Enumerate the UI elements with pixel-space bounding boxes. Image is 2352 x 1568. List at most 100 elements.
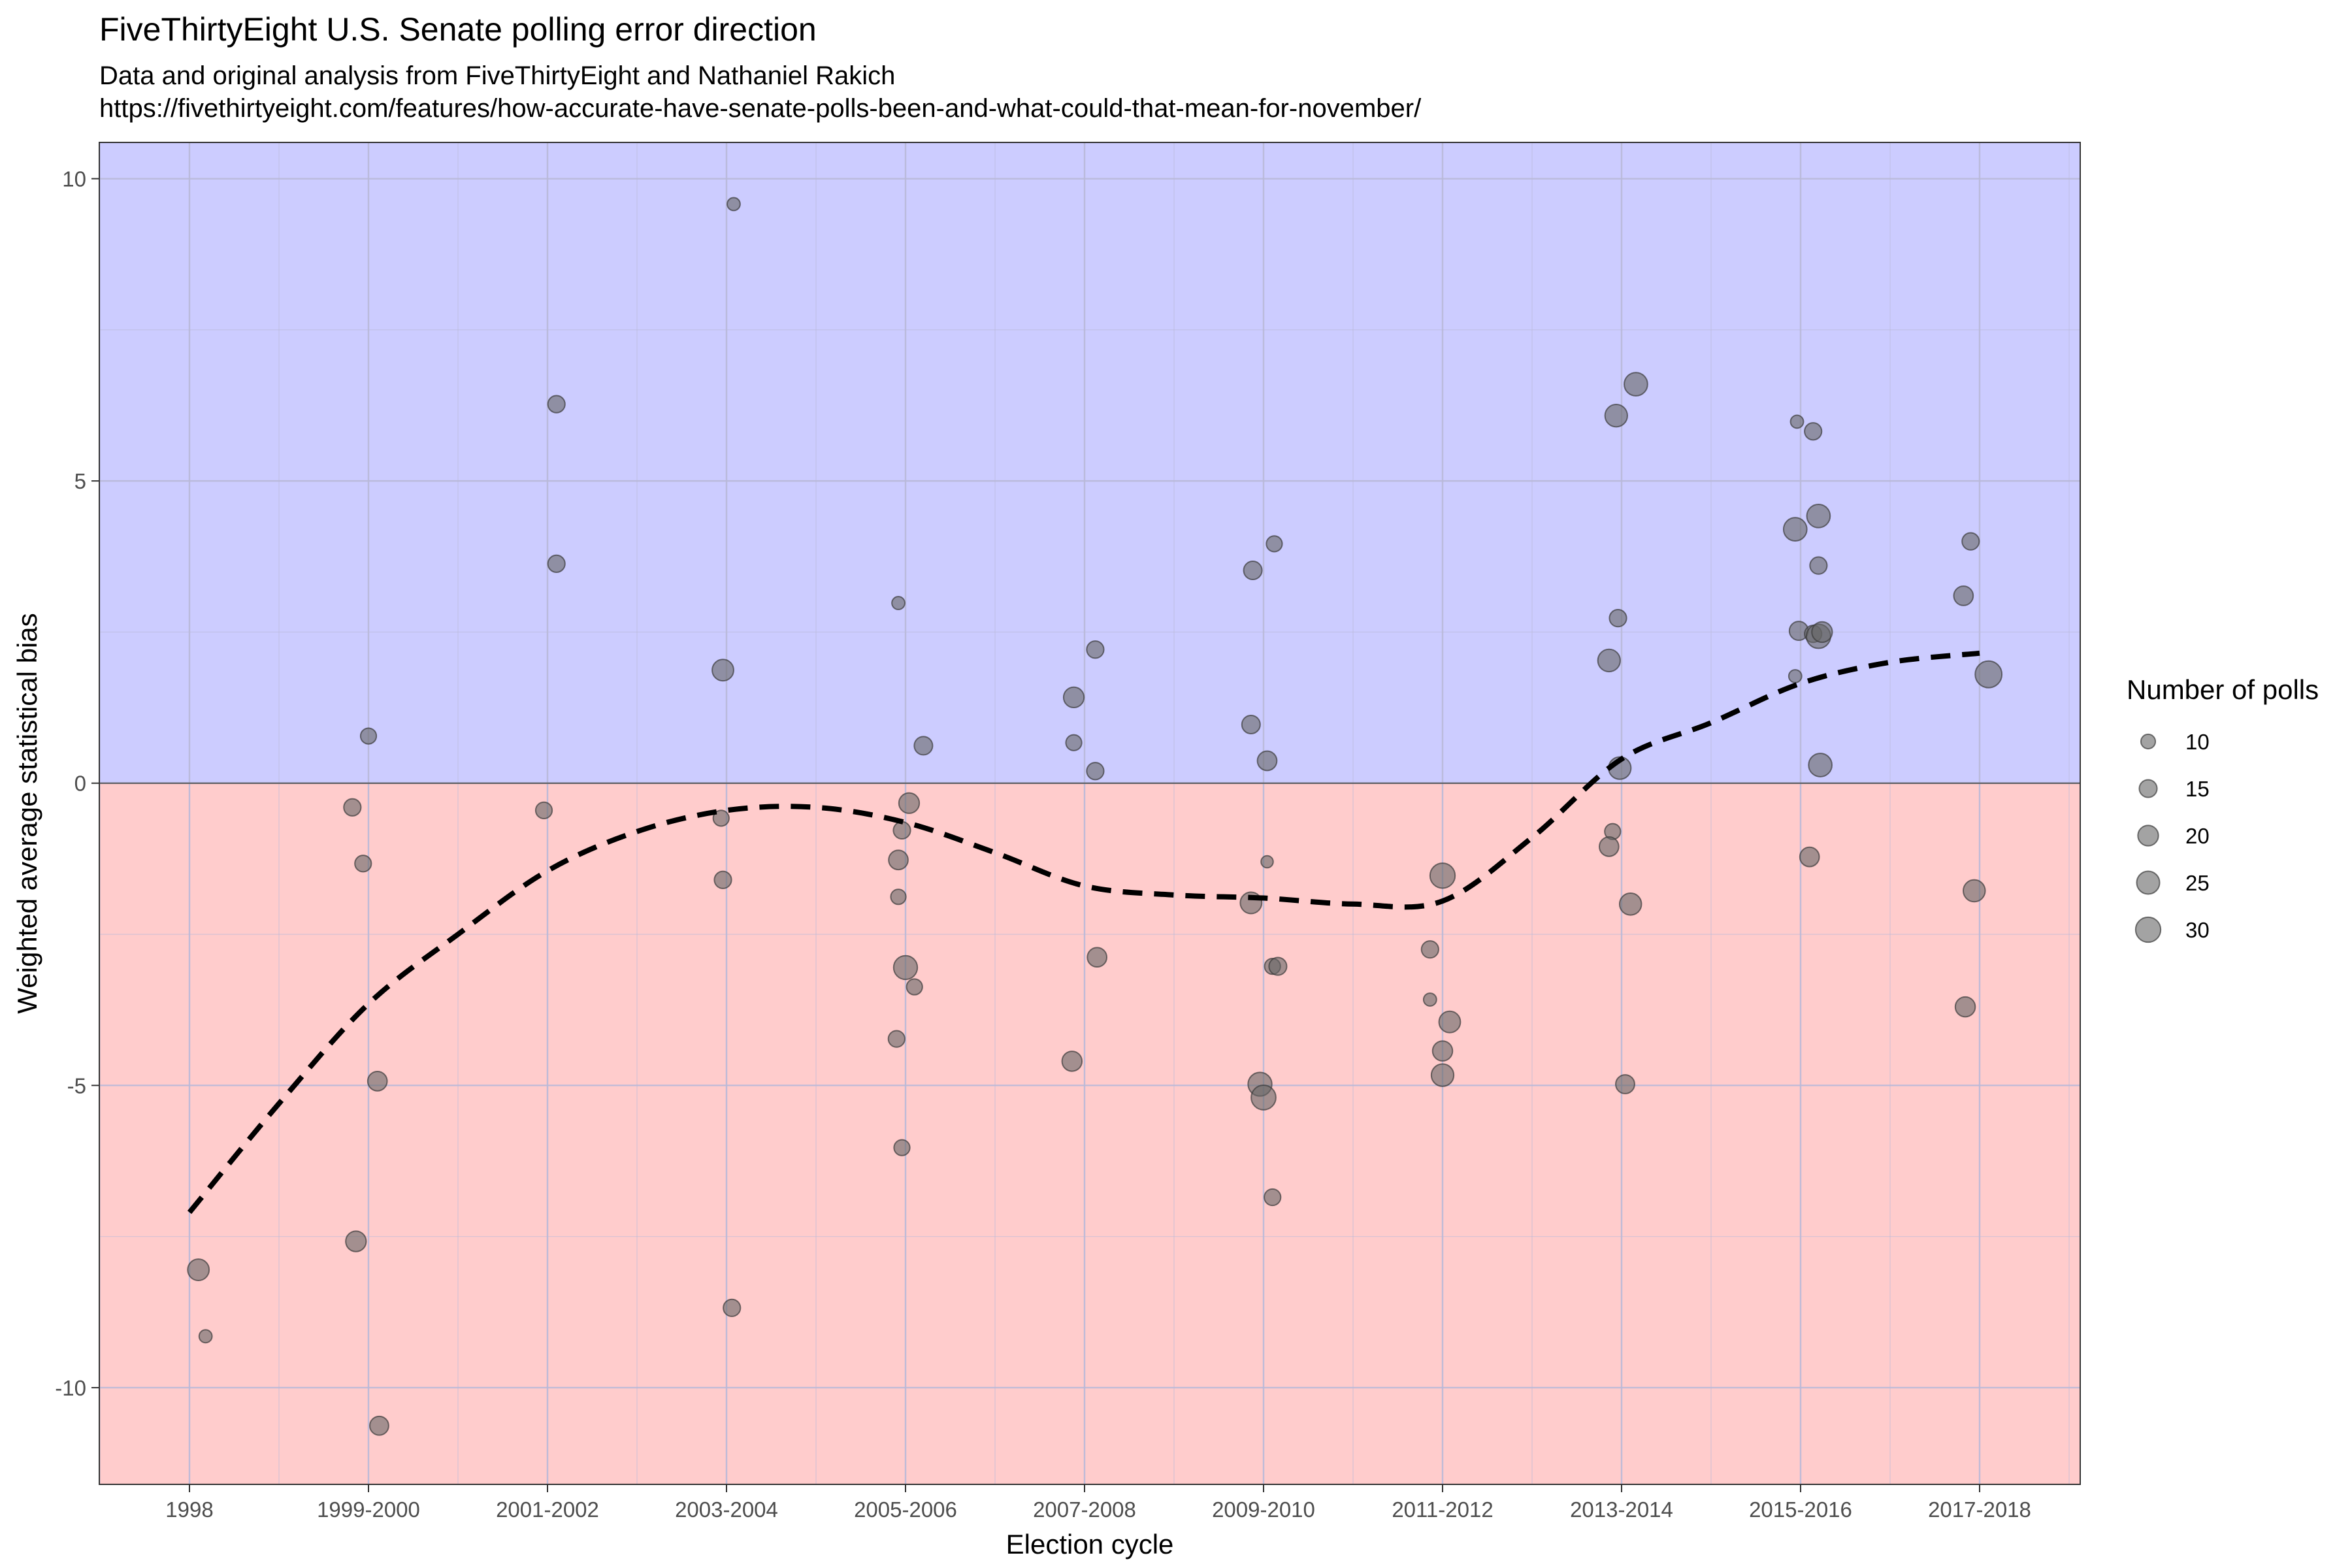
data-point	[1431, 1040, 1454, 1062]
data-point	[1954, 996, 1976, 1018]
data-point	[1799, 846, 1820, 868]
data-point	[1808, 753, 1833, 777]
negative-bias-region	[99, 783, 2080, 1484]
data-point	[1974, 660, 2003, 689]
trend-line	[187, 650, 1980, 1215]
data-point	[345, 1230, 367, 1252]
legend-key	[2137, 825, 2159, 847]
data-point	[1624, 372, 1648, 397]
data-point	[1264, 1188, 1282, 1207]
data-point	[367, 1071, 388, 1092]
data-point	[354, 855, 372, 873]
x-axis: 1998 1999-2000 2001-2002 2003-2004 2005-2006…	[165, 1484, 2031, 1522]
data-point	[198, 1329, 213, 1344]
y-tick-label: 10	[62, 167, 86, 191]
positive-bias-region	[99, 142, 2080, 783]
y-tick-label: 5	[74, 469, 86, 493]
chart-subtitle: Data and original analysis from FiveThir…	[99, 61, 896, 90]
data-point	[1086, 947, 1108, 968]
x-tick-label: 2005-2006	[854, 1497, 957, 1522]
data-point	[1809, 556, 1828, 575]
data-point	[1422, 992, 1437, 1007]
data-point	[723, 1298, 742, 1317]
data-point	[534, 801, 553, 819]
x-tick-label: 2017-2018	[1928, 1497, 2031, 1522]
y-axis-title: Weighted average statistical bias	[12, 613, 42, 1013]
data-point	[906, 978, 923, 996]
x-tick-label: 1999-2000	[317, 1497, 420, 1522]
data-point	[1609, 609, 1627, 628]
data-point	[1241, 714, 1261, 734]
data-point	[1962, 879, 1986, 903]
legend-label: 10	[2185, 730, 2210, 754]
data-point	[1804, 422, 1823, 441]
data-point	[1604, 404, 1628, 428]
data-point	[1806, 503, 1831, 529]
x-axis-title: Election cycle	[1006, 1529, 1174, 1560]
data-point	[1597, 648, 1621, 673]
data-point	[369, 1415, 389, 1436]
data-point	[893, 1139, 911, 1156]
data-point	[712, 809, 730, 827]
legend-key	[2138, 779, 2158, 798]
x-tick-label: 2001-2002	[496, 1497, 599, 1522]
data-point	[1420, 940, 1439, 959]
trend-line-path	[187, 650, 1980, 1215]
panel-background	[99, 142, 2080, 1484]
data-point	[1256, 750, 1278, 772]
data-point	[547, 395, 566, 414]
data-point	[1429, 862, 1456, 889]
data-point	[187, 1258, 210, 1281]
data-point	[1615, 1074, 1635, 1094]
chart-subtitle-url: https://fivethirtyeight.com/features/how…	[99, 94, 1422, 123]
data-point	[359, 727, 378, 745]
data-point	[1438, 1010, 1462, 1034]
data-point	[887, 1030, 906, 1048]
x-tick-label: 2013-2014	[1570, 1497, 1673, 1522]
legend-label: 20	[2185, 824, 2210, 848]
legend-keys: 10 15 20 25 30	[2134, 730, 2210, 943]
data-point	[547, 554, 566, 573]
data-point	[1086, 640, 1105, 659]
x-tick-label: 1998	[165, 1497, 213, 1522]
data-point	[1961, 532, 1980, 551]
data-point	[713, 870, 732, 889]
data-point	[1788, 669, 1803, 683]
data-point	[1789, 414, 1805, 429]
data-point	[1811, 621, 1833, 644]
legend-title: Number of polls	[2127, 674, 2319, 705]
x-tick-label: 2015-2016	[1749, 1497, 1852, 1522]
data-point	[343, 798, 362, 817]
data-point	[913, 736, 934, 756]
data-point	[1953, 585, 1974, 606]
data-point	[890, 889, 907, 906]
panel-border	[99, 142, 2081, 1485]
data-point	[888, 849, 909, 871]
x-tick-label: 2003-2004	[675, 1497, 778, 1522]
data-point	[711, 659, 734, 682]
chart-title: FiveThirtyEight U.S. Senate polling erro…	[99, 11, 817, 48]
data-point	[1062, 686, 1085, 709]
data-point	[1430, 1063, 1455, 1087]
data-point	[1268, 956, 1288, 976]
data-point	[1243, 561, 1263, 581]
data-point	[1598, 836, 1620, 857]
x-tick-label: 2007-2008	[1033, 1497, 1136, 1522]
legend-label: 15	[2185, 777, 2210, 801]
data-point	[1782, 517, 1808, 542]
data-point	[1086, 762, 1105, 781]
data-point	[891, 596, 906, 610]
data-point	[1065, 734, 1083, 751]
data-point	[727, 197, 741, 212]
data-point	[1260, 855, 1274, 869]
data-point	[892, 821, 911, 840]
y-tick-label: -5	[67, 1073, 86, 1098]
legend: Number of polls 10 15 20 25 30	[2127, 674, 2319, 943]
data-points	[187, 197, 2003, 1436]
x-tick-label: 2011-2012	[1392, 1497, 1493, 1522]
legend-key	[2140, 733, 2157, 750]
y-axis: -10 -5 0 5 10	[55, 167, 99, 1400]
legend-key	[2134, 916, 2162, 943]
data-point	[1250, 1085, 1277, 1111]
